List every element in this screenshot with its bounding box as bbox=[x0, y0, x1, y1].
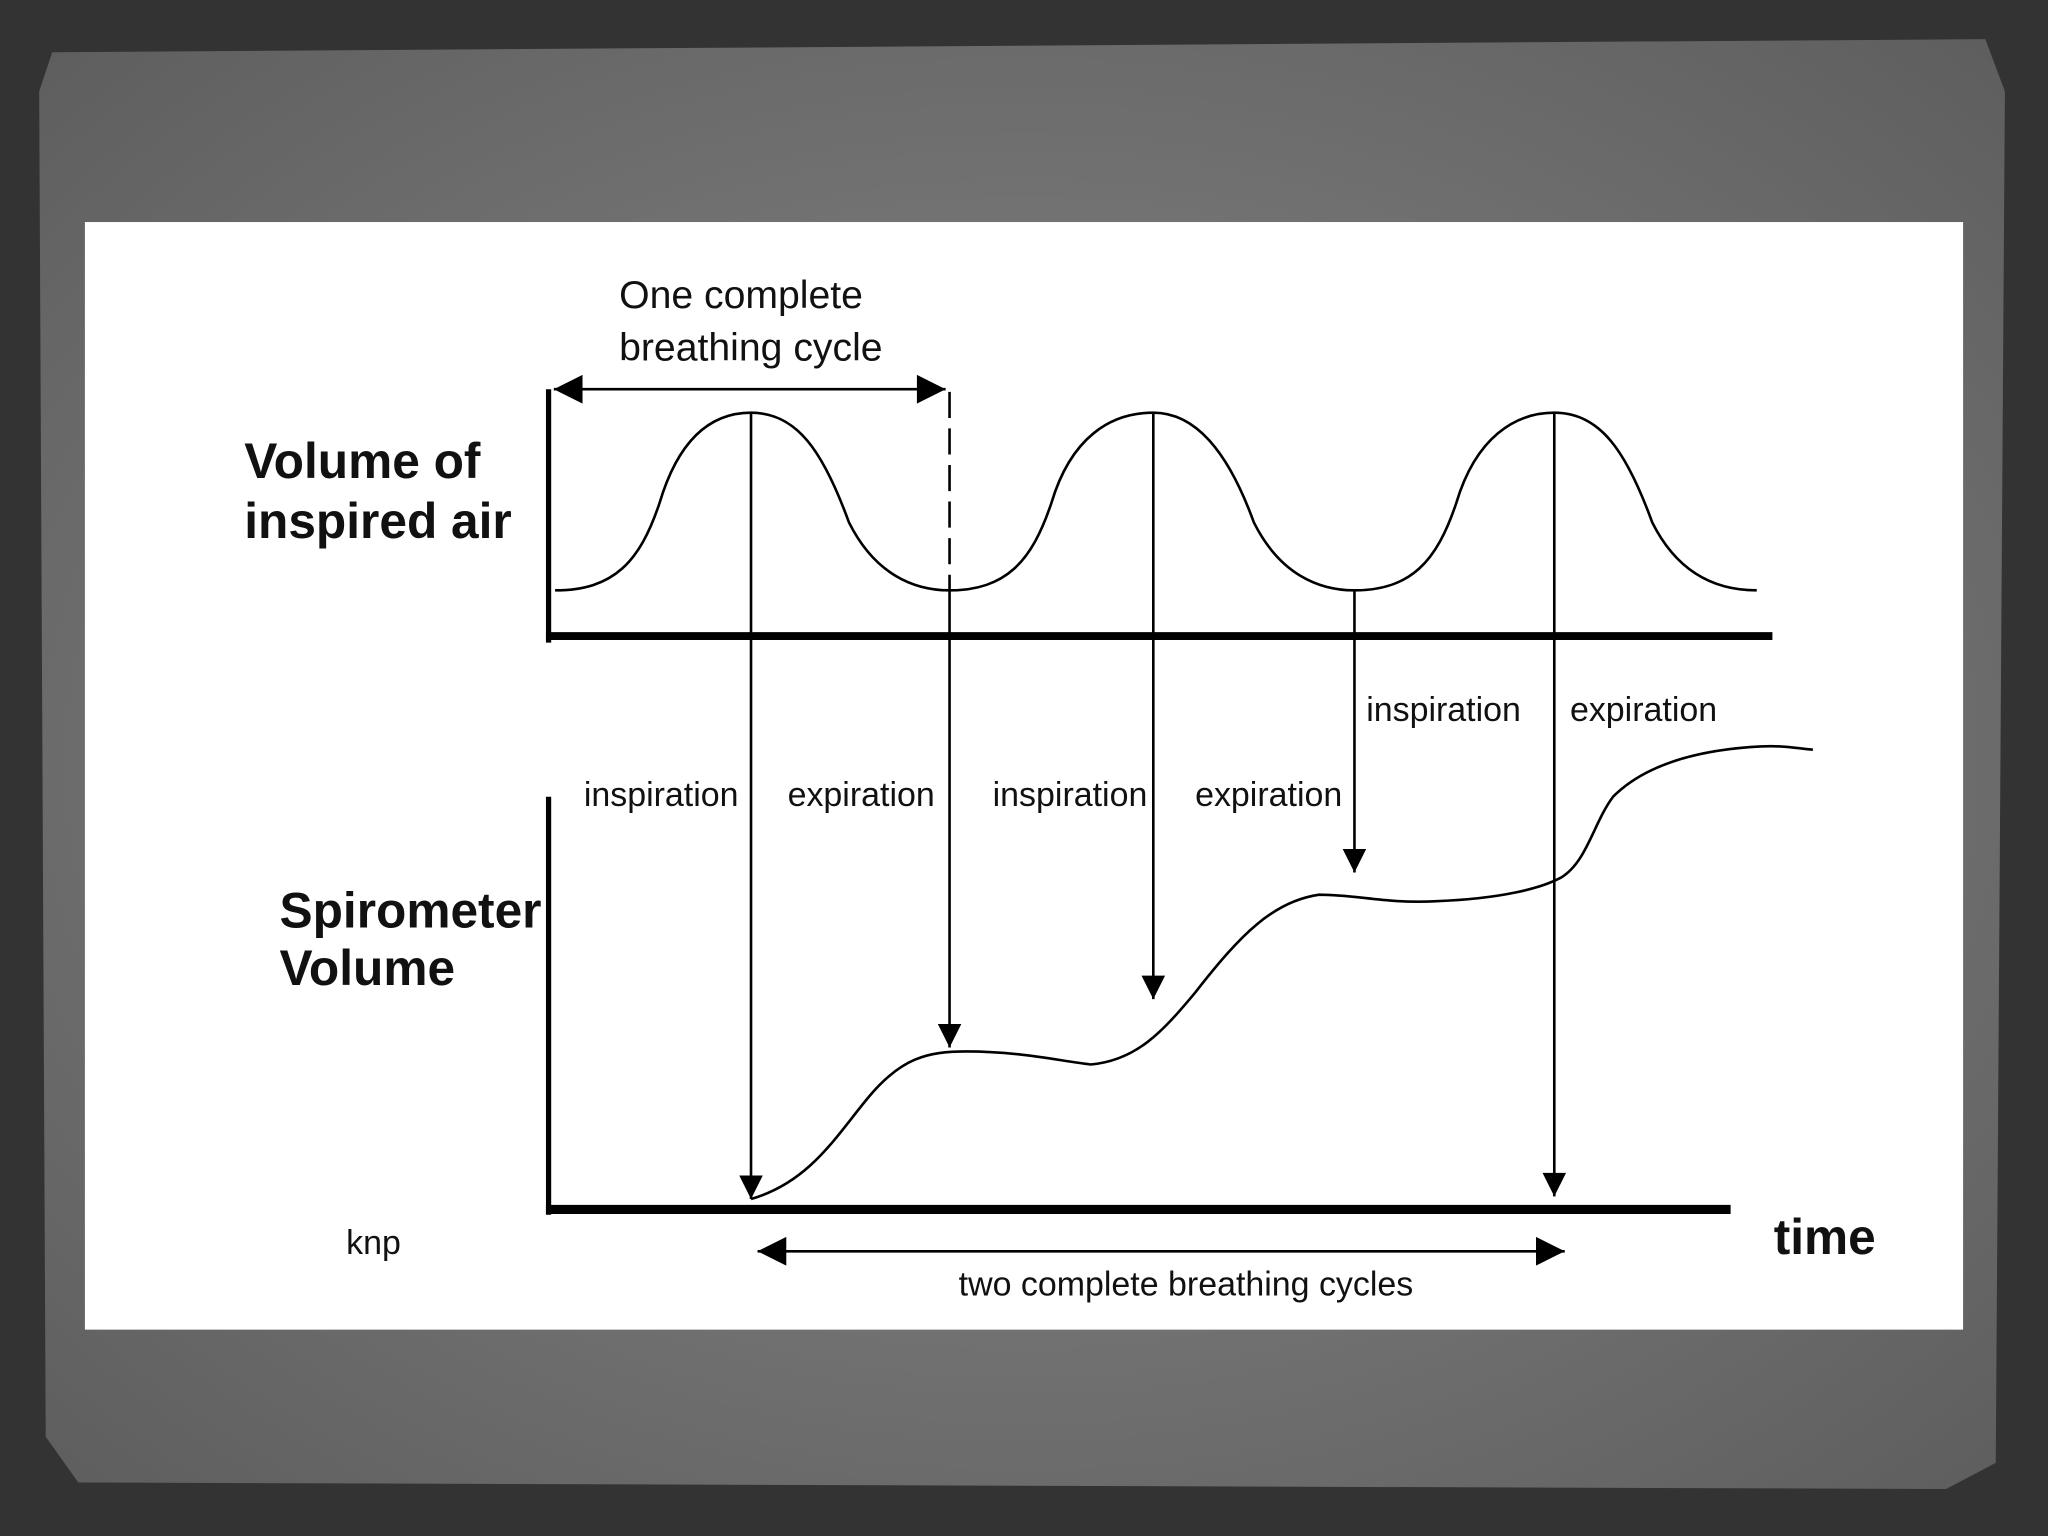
phase-label: inspiration bbox=[993, 776, 1148, 814]
bottom-label: Spirometer bbox=[280, 882, 542, 938]
spirometer-curve bbox=[750, 744, 1813, 1201]
phase-label: inspiration bbox=[1366, 691, 1521, 729]
phase-label: expiration bbox=[788, 776, 935, 814]
credit: knp bbox=[346, 1224, 401, 1262]
cycle-annotation: breathing cycle bbox=[619, 326, 882, 369]
top-label: inspired air bbox=[244, 493, 512, 549]
top-label: Volume of bbox=[244, 433, 481, 489]
cycle-annotation: One complete bbox=[619, 274, 863, 317]
phase-label: expiration bbox=[1195, 776, 1342, 814]
phase-label: expiration bbox=[1570, 691, 1717, 729]
bottom-label: Volume bbox=[280, 940, 456, 996]
span-annotation: two complete breathing cycles bbox=[959, 1266, 1414, 1304]
x-axis-label: time bbox=[1774, 1209, 1876, 1265]
phase-label: inspiration bbox=[584, 776, 739, 814]
diagram-panel bbox=[84, 222, 1964, 1330]
